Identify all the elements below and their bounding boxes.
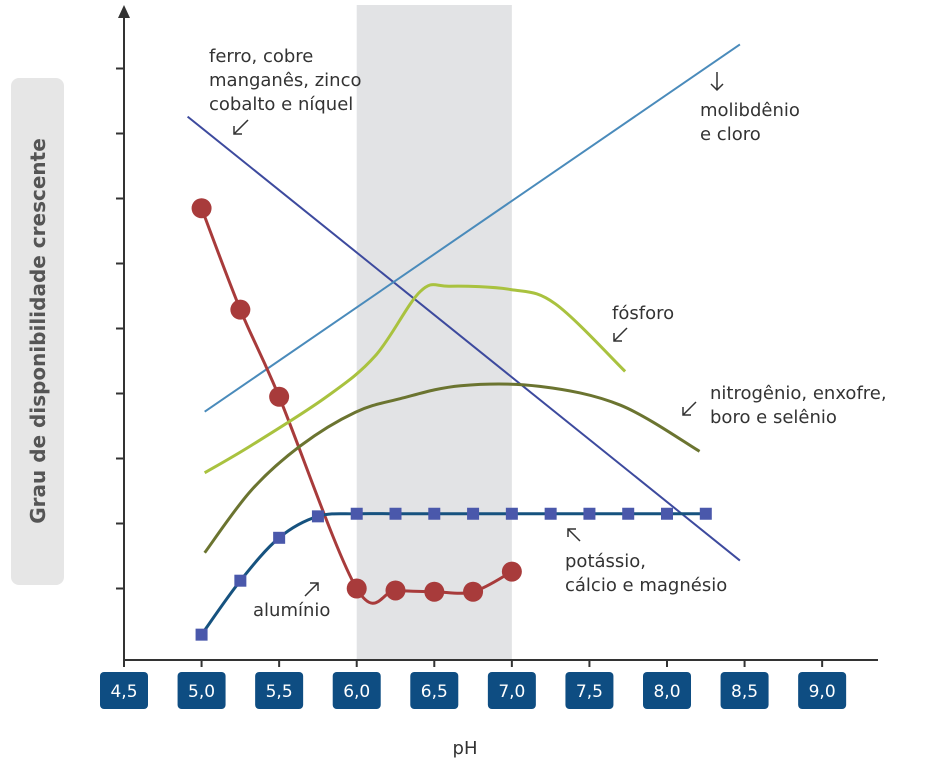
series-label: boro e selênio — [710, 407, 837, 428]
series-line — [186, 115, 741, 562]
x-tick-label: 9,0 — [809, 682, 836, 702]
marker — [191, 198, 212, 219]
x-tick-box — [643, 672, 692, 709]
x-tick-label: 8,0 — [653, 682, 680, 702]
label-arrow — [710, 72, 724, 92]
series-line — [204, 43, 741, 413]
marker — [424, 581, 445, 602]
y-label-box — [11, 78, 64, 585]
series-label: ferro, cobre — [209, 46, 313, 67]
marker — [505, 507, 518, 520]
y-axis-arrow — [118, 5, 130, 18]
y-axis-label: Grau de disponibilidade crescente — [26, 138, 50, 524]
marker — [350, 507, 363, 520]
series-line — [203, 283, 627, 475]
marker — [385, 580, 406, 601]
marker — [269, 386, 290, 407]
x-tick-box — [100, 672, 148, 709]
x-tick-box — [177, 672, 226, 709]
marker — [195, 628, 208, 641]
x-tick-label: 7,0 — [498, 682, 525, 702]
marker — [622, 507, 635, 520]
marker — [463, 581, 484, 602]
marker — [311, 510, 324, 523]
x-tick-label: 5,0 — [188, 682, 215, 702]
marker — [544, 507, 557, 520]
series-label: cobalto e níquel — [209, 94, 353, 115]
series-line — [203, 382, 701, 554]
marker — [661, 507, 674, 520]
series-label: manganês, zinco — [209, 70, 362, 91]
marker — [501, 561, 522, 582]
x-tick-label: 6,0 — [343, 682, 370, 702]
marker — [583, 507, 596, 520]
x-tick-label: 6,5 — [421, 682, 448, 702]
x-tick-box — [798, 672, 847, 709]
label-arrow — [233, 119, 249, 135]
marker — [428, 507, 441, 520]
shaded-band — [356, 5, 512, 660]
x-tick-box — [255, 672, 304, 709]
series-label: molibdênio — [700, 100, 800, 121]
marker — [389, 507, 402, 520]
series-label: e cloro — [700, 124, 761, 145]
marker — [234, 574, 247, 587]
series-label: alumínio — [253, 600, 330, 621]
x-tick-box — [565, 672, 614, 709]
x-axis-label: pH — [453, 738, 478, 759]
label-arrow — [304, 582, 319, 597]
marker — [273, 531, 286, 544]
series-label: potássio, — [565, 551, 646, 572]
marker — [699, 507, 712, 520]
marker — [346, 578, 367, 599]
label-arrow — [613, 327, 628, 342]
label-arrow — [682, 401, 697, 416]
series-label: fósforo — [612, 303, 674, 324]
label-arrow — [567, 528, 581, 542]
x-tick-label: 4,5 — [110, 682, 137, 702]
marker — [467, 507, 480, 520]
x-tick-label: 5,5 — [266, 682, 293, 702]
series-label: nitrogênio, enxofre, — [710, 383, 887, 404]
x-tick-label: 8,5 — [731, 682, 758, 702]
marker — [230, 299, 251, 320]
x-tick-box — [332, 672, 381, 709]
x-tick-box — [487, 672, 536, 709]
x-tick-label: 7,5 — [576, 682, 603, 702]
series-label: cálcio e magnésio — [565, 575, 727, 596]
x-tick-box — [410, 672, 459, 709]
x-tick-box — [720, 672, 769, 709]
